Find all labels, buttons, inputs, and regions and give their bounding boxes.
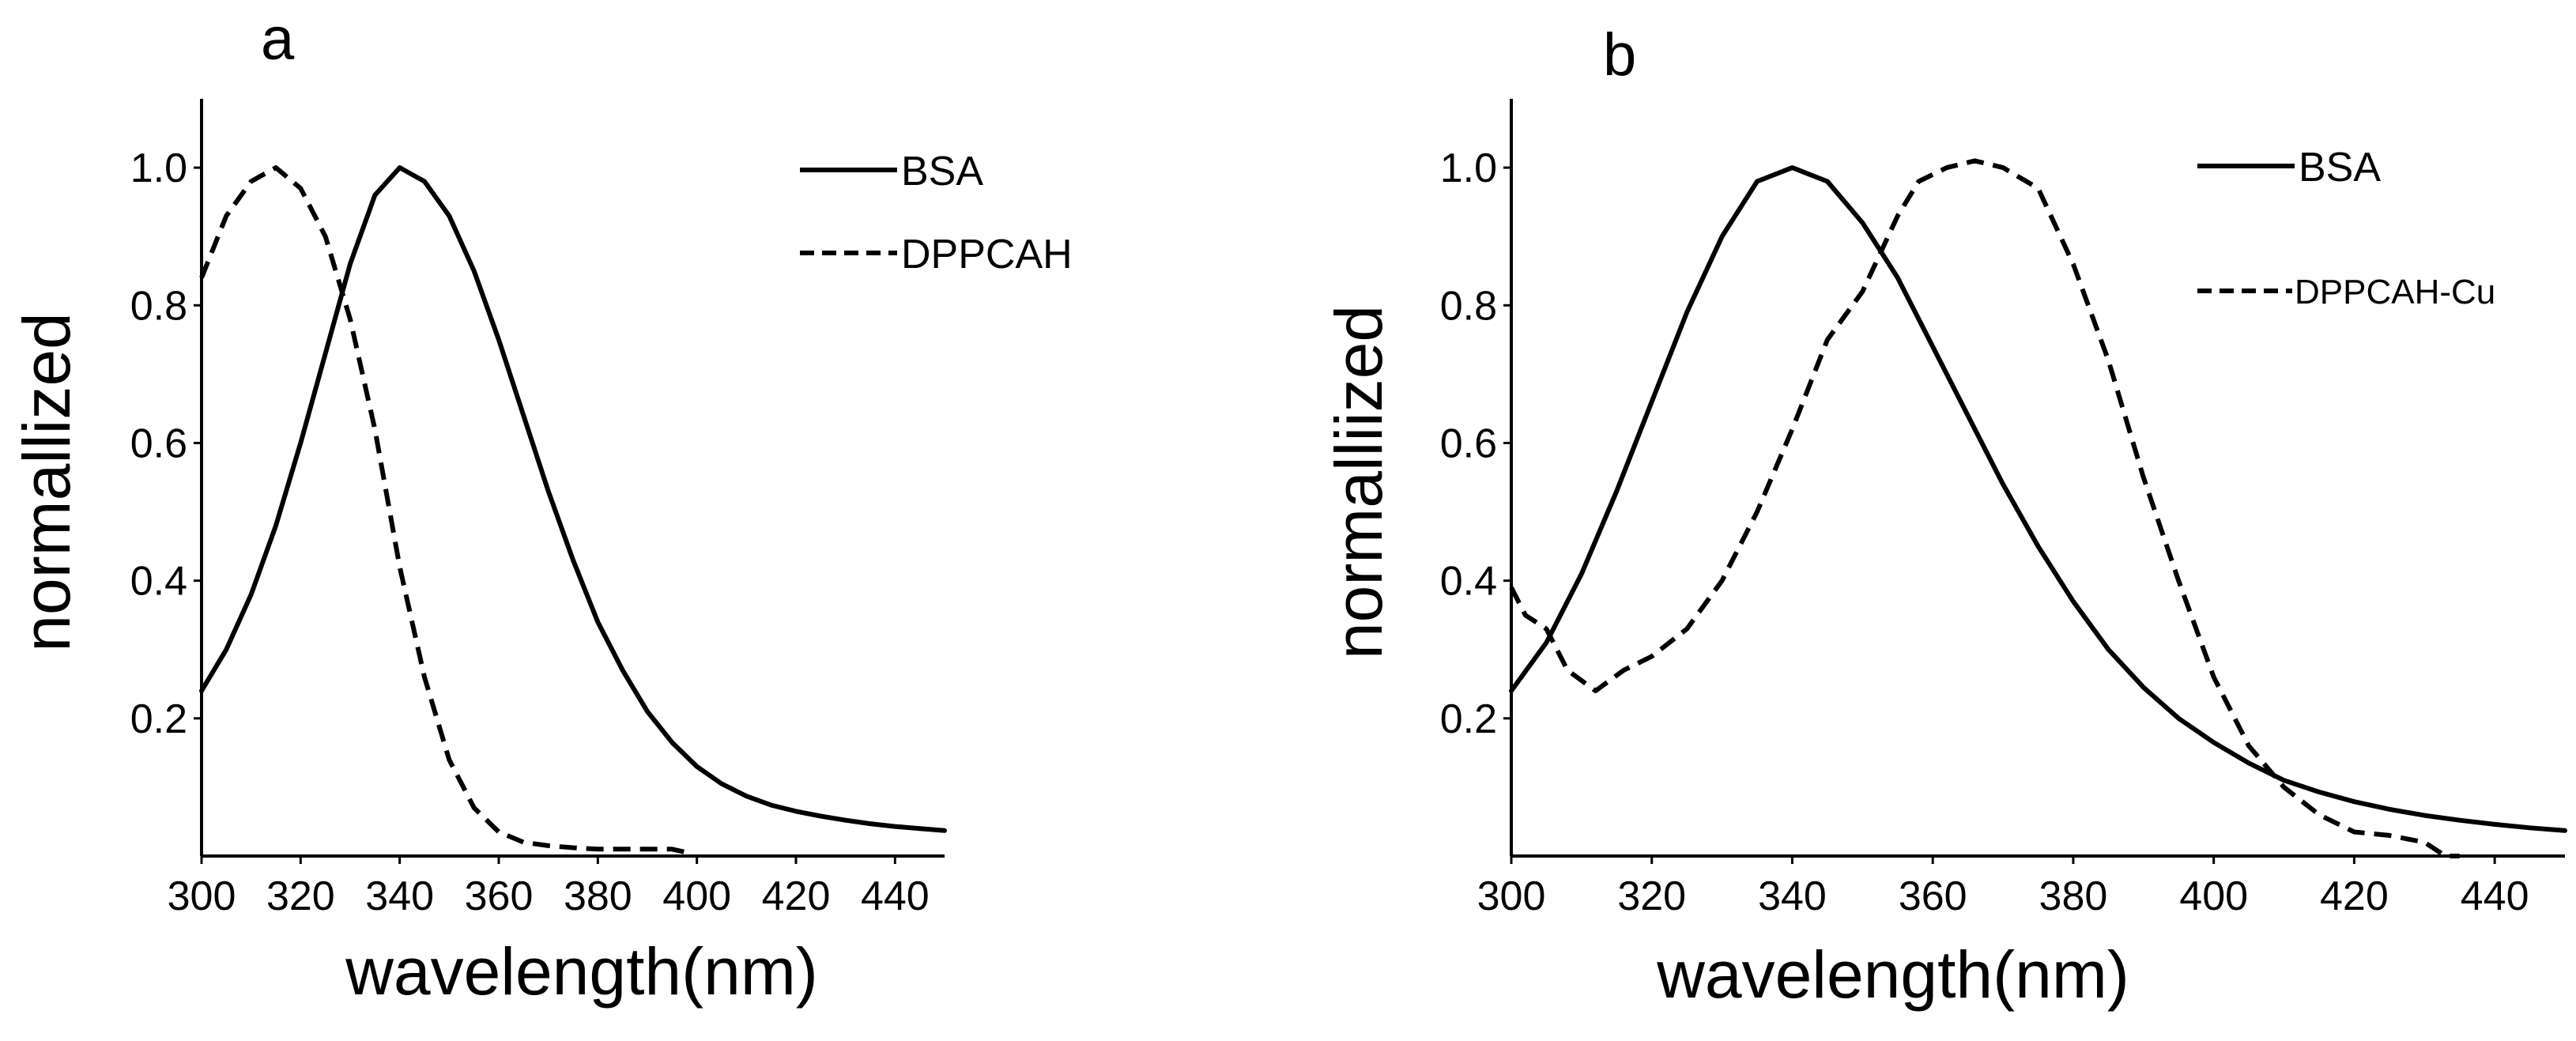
- panel-b-x-tick-label: 340: [1758, 873, 1827, 919]
- panel-a-series-dppcah: [199, 165, 688, 855]
- panel-b-y-tick-label: 0.8: [1440, 283, 1497, 329]
- panel-a-legend-label-bsa: BSA: [901, 149, 983, 194]
- panel-b-x-tick-label: 380: [2039, 873, 2108, 919]
- panel-b-y-tick-label: 1.0: [1440, 145, 1497, 191]
- panel-a-plot-area: 300 320 340 360 380 400 420 440 0.2 0.4 0.6 0.8 1.0: [130, 99, 947, 919]
- panel-a-x-tick-label: 320: [266, 873, 335, 919]
- panel-b-x-tick-label: 440: [2461, 873, 2529, 919]
- panel-a: a 300 320 340 360 380 400 420 440 0.2 0.4 0.6 0.8 1.…: [9, 6, 1073, 1009]
- panel-b-legend-label-bsa: BSA: [2299, 145, 2381, 190]
- panel-b-y-axis-title: normalliized: [1322, 305, 1396, 659]
- panel-a-x-axis-title: wavelength(nm): [345, 934, 818, 1009]
- panel-b-legend: BSA DPPCAH-Cu: [2197, 145, 2495, 311]
- panel-a-x-tick-label: 440: [861, 873, 930, 919]
- panel-a-series-bsa: [199, 165, 947, 833]
- panel-b-legend-label-dppcah-cu: DPPCAH-Cu: [2295, 273, 2495, 311]
- panel-a-x-tick-label: 380: [564, 873, 632, 919]
- panel-a-legend-label-dppcah: DPPCAH: [901, 232, 1073, 277]
- panel-a-y-tick-label: 0.4: [130, 559, 187, 605]
- panel-b-x-axis-title: wavelength(nm): [1656, 937, 2129, 1012]
- panel-b-x-tick-label: 400: [2179, 873, 2248, 919]
- panel-a-y-tick-label: 0.6: [130, 421, 187, 466]
- panel-a-y-tick-label: 0.2: [130, 696, 187, 742]
- panel-b-x-tick-label: 300: [1477, 873, 1546, 919]
- panel-a-legend: BSA DPPCAH: [800, 149, 1073, 277]
- panel-a-y-axis-title: normallized: [9, 312, 84, 652]
- panel-a-x-tick-label: 340: [365, 873, 434, 919]
- panel-a-y-tick-label: 1.0: [130, 145, 187, 191]
- panel-b-y-tick-label: 0.2: [1440, 696, 1497, 742]
- panel-b-series-bsa: [1509, 165, 2567, 833]
- panel-a-label: a: [261, 6, 295, 73]
- panel-a-y-tick-label: 0.8: [130, 283, 187, 329]
- panel-b: b 300 320 340 360 380 400 420 440 0.2 0.4 0.6 0.8 1.…: [1322, 21, 2567, 1012]
- panel-b-label: b: [1603, 21, 1636, 89]
- panel-a-x-tick-label: 300: [168, 873, 236, 919]
- panel-b-x-tick-label: 360: [1899, 873, 1967, 919]
- panel-a-x-tick-label: 400: [662, 873, 731, 919]
- panel-b-y-tick-label: 0.6: [1440, 421, 1497, 466]
- panel-b-series-dppcah-cu: [1509, 158, 2460, 858]
- panel-b-x-tick-label: 320: [1617, 873, 1686, 919]
- panel-b-y-tick-label: 0.4: [1440, 559, 1497, 605]
- panel-a-x-tick-label: 420: [762, 873, 831, 919]
- panel-b-x-tick-label: 420: [2320, 873, 2389, 919]
- panel-a-x-tick-label: 360: [465, 873, 534, 919]
- panel-b-plot-area: 300 320 340 360 380 400 420 440 0.2 0.4 0.6 0.8 1.0: [1440, 99, 2567, 919]
